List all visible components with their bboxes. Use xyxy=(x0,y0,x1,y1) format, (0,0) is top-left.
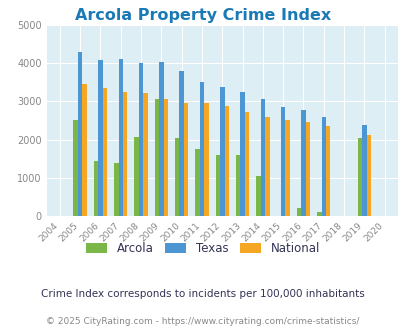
Bar xyxy=(98,60,102,216)
Bar xyxy=(296,208,301,216)
Bar xyxy=(183,103,188,216)
Bar xyxy=(163,99,168,216)
Bar xyxy=(134,137,139,216)
Bar xyxy=(260,99,264,216)
Bar xyxy=(244,112,249,216)
Bar xyxy=(220,87,224,216)
Bar xyxy=(366,135,370,216)
Bar xyxy=(316,212,321,216)
Bar xyxy=(204,103,208,216)
Bar xyxy=(73,120,78,216)
Bar xyxy=(139,63,143,216)
Bar xyxy=(215,155,220,216)
Bar xyxy=(159,62,163,216)
Bar xyxy=(78,51,82,216)
Bar xyxy=(361,125,366,216)
Bar xyxy=(94,161,98,216)
Bar xyxy=(285,120,289,216)
Bar xyxy=(321,116,325,216)
Bar xyxy=(82,84,87,216)
Bar xyxy=(240,92,244,216)
Bar xyxy=(102,88,107,216)
Bar xyxy=(224,106,228,216)
Bar xyxy=(123,92,127,216)
Bar xyxy=(235,155,240,216)
Bar xyxy=(325,126,330,216)
Bar xyxy=(179,71,183,216)
Bar xyxy=(264,116,269,216)
Legend: Arcola, Texas, National: Arcola, Texas, National xyxy=(81,237,324,260)
Bar xyxy=(114,163,118,216)
Text: © 2025 CityRating.com - https://www.cityrating.com/crime-statistics/: © 2025 CityRating.com - https://www.city… xyxy=(46,317,359,326)
Bar xyxy=(256,176,260,216)
Text: Arcola Property Crime Index: Arcola Property Crime Index xyxy=(75,8,330,23)
Bar xyxy=(195,149,199,216)
Bar xyxy=(175,138,179,216)
Bar xyxy=(280,107,285,216)
Bar xyxy=(143,93,147,216)
Bar xyxy=(305,122,309,216)
Bar xyxy=(301,110,305,216)
Bar xyxy=(154,99,159,216)
Text: Crime Index corresponds to incidents per 100,000 inhabitants: Crime Index corresponds to incidents per… xyxy=(41,289,364,299)
Bar xyxy=(199,82,204,216)
Bar xyxy=(118,59,123,216)
Bar xyxy=(357,138,361,216)
